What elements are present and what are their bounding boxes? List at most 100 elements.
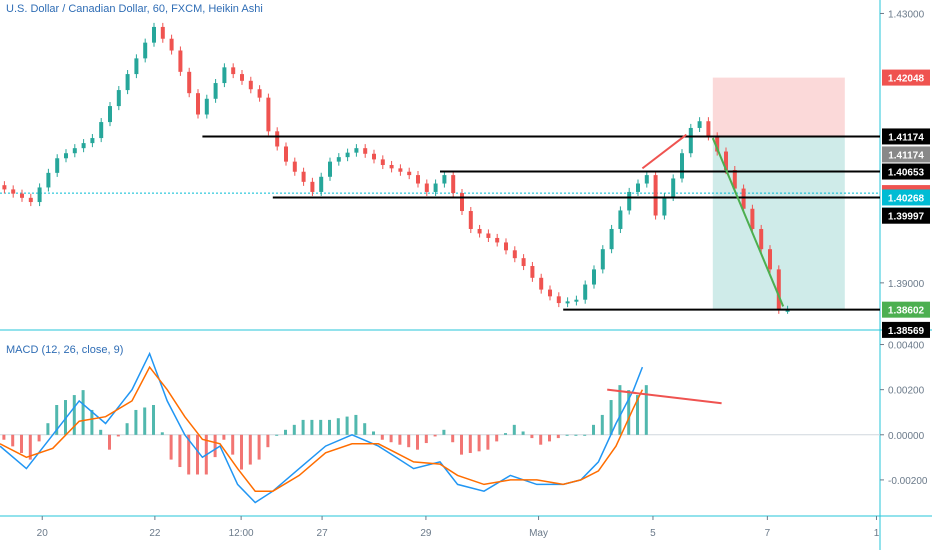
price-tag [882, 146, 930, 163]
macd-histogram-bar [424, 434, 428, 444]
candle [108, 106, 112, 123]
candle [231, 67, 236, 75]
candle [90, 138, 95, 144]
candle [512, 250, 517, 259]
candle [81, 143, 86, 149]
candle [697, 121, 702, 128]
macd-histogram-bar [187, 434, 191, 475]
macd-histogram-bar [319, 419, 323, 435]
macd-histogram-bar [380, 434, 384, 440]
candle [644, 175, 649, 184]
macd-histogram-bar [152, 405, 155, 435]
macd-histogram-bar [574, 434, 578, 436]
candle [442, 175, 447, 184]
macd-histogram-bar [477, 434, 481, 452]
time-tick-label: 5 [650, 528, 656, 539]
candle [72, 148, 77, 154]
candle [213, 83, 218, 99]
candle [28, 197, 33, 203]
candle [636, 183, 640, 192]
macd-tick-label: 0.00200 [888, 386, 925, 397]
macd-histogram-bar [301, 419, 305, 435]
candle [398, 168, 403, 172]
candle [416, 175, 420, 184]
macd-histogram-bar [627, 390, 631, 435]
price-tag-label: 1.41174 [888, 132, 924, 143]
macd-histogram-bar [609, 400, 613, 435]
candle [724, 151, 728, 171]
candle [292, 161, 297, 172]
time-tick-label: 22 [149, 528, 161, 539]
macd-histogram-bar [248, 434, 252, 465]
macd-histogram-bar [521, 431, 525, 435]
candle [266, 97, 271, 132]
candle [55, 158, 60, 173]
candle [565, 301, 570, 304]
candle [152, 26, 156, 43]
stop-zone [712, 77, 845, 137]
candle [196, 93, 200, 115]
price-tag-label: 1.38569 [888, 326, 925, 337]
candle [257, 89, 262, 98]
price-tag-label: 1.38602 [888, 306, 925, 317]
macd-histogram-bar [504, 433, 507, 435]
time-tick-label: 27 [317, 528, 329, 539]
macd-histogram-bar [37, 434, 41, 442]
macd-histogram-bar [46, 423, 50, 435]
candle [785, 309, 790, 312]
price-tag-label: 1.39997 [888, 212, 925, 223]
candle [143, 42, 148, 59]
candle [389, 165, 394, 169]
candle [495, 237, 500, 243]
macd-histogram-bar [11, 434, 15, 447]
candle [301, 171, 306, 182]
macd-histogram-bar [266, 434, 270, 448]
macd-histogram-bar [433, 434, 437, 437]
price-tick-label: 1.43000 [888, 9, 925, 20]
candle [169, 38, 174, 51]
candle [627, 191, 632, 211]
macd-histogram-bar [592, 424, 595, 435]
candle [187, 71, 192, 94]
time-tick-label: 12:00 [229, 528, 254, 539]
macd-histogram-bar [2, 434, 6, 440]
macd-histogram-bar [389, 434, 393, 443]
price-tag-label: 1.41174 [888, 150, 924, 161]
candle [477, 228, 482, 234]
time-tick-label: 29 [420, 528, 432, 539]
candle [600, 249, 605, 270]
candle [328, 161, 332, 177]
candle [37, 187, 42, 203]
macd-histogram-bar [495, 434, 499, 442]
macd-histogram-bar [240, 434, 243, 470]
candle [556, 296, 561, 304]
macd-tick-label: 0.00400 [888, 341, 925, 352]
price-tag [882, 163, 930, 180]
candle [363, 148, 368, 154]
macd-histogram-bar [468, 434, 472, 453]
candle [20, 193, 24, 198]
candle [768, 249, 772, 270]
candle [706, 121, 711, 137]
macd-histogram-bar [636, 395, 639, 435]
price-tick-label: 1.39000 [888, 279, 925, 290]
candle [336, 157, 341, 162]
macd-histogram-bar [618, 385, 622, 435]
candle [662, 196, 667, 216]
macd-histogram-bar [583, 434, 587, 436]
macd-histogram-bar [600, 414, 604, 435]
macd-histogram-bar [169, 434, 173, 460]
macd-histogram-bar [548, 434, 551, 442]
macd-histogram-bar [512, 424, 516, 435]
macd-divergence-line [607, 388, 722, 405]
macd-histogram-bar [565, 434, 569, 436]
macd-histogram-bar [460, 434, 463, 455]
trend-line [711, 137, 785, 307]
candle [680, 153, 684, 179]
macd-histogram-bar [178, 434, 182, 468]
macd-histogram-bar [196, 434, 199, 475]
trend-line [641, 133, 688, 170]
macd-histogram-bar [99, 429, 103, 435]
macd-histogram-bar [143, 407, 147, 435]
